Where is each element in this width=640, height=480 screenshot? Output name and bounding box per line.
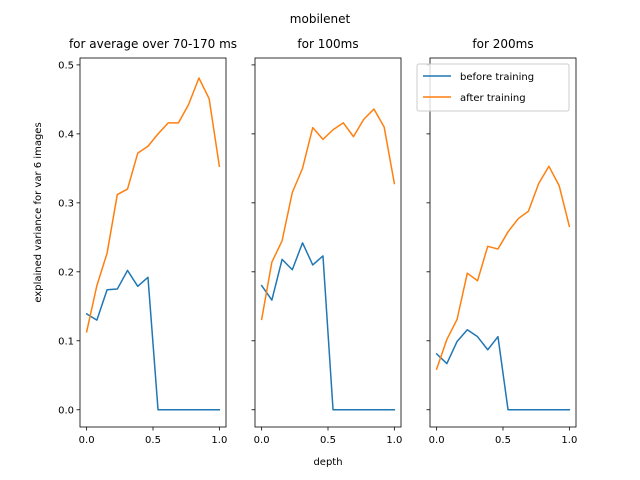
series-line-after-training: [260, 108, 396, 321]
y-tick-label: 0.3: [58, 198, 74, 209]
y-tick-label: 0.4: [58, 129, 74, 140]
legend: before training after training: [416, 63, 570, 112]
series-line-before-training: [85, 269, 221, 411]
legend-box: [416, 63, 570, 112]
subplot-1: for average over 70-170 ms 0.0 0.5 1.0 0.0 0.…: [33, 37, 237, 446]
series-line-before-training: [260, 242, 396, 411]
series-line-after-training: [435, 165, 571, 371]
x-tick-label: 1.0: [561, 435, 577, 446]
x-tick-label: 0.5: [495, 435, 511, 446]
y-tick-label: 0.2: [58, 267, 74, 278]
subplot-title: for 200ms: [472, 37, 533, 51]
x-tick-label: 0.0: [79, 435, 95, 446]
subplot-title: for 100ms: [297, 37, 358, 51]
series-line-before-training: [435, 329, 571, 411]
x-tick-label: 0.5: [145, 435, 161, 446]
subplot-title: for average over 70-170 ms: [69, 37, 237, 51]
x-tick-label: 0.0: [429, 435, 445, 446]
legend-label: before training: [460, 72, 534, 83]
subplot-2: for 100ms 0.0 0.5 1.0 depth: [251, 37, 402, 468]
y-tick-label: 0.1: [58, 336, 74, 347]
subplots: for average over 70-170 ms 0.0 0.5 1.0 0.0 0.…: [33, 37, 577, 468]
subplot-3: for 200ms 0.0 0.5 1.0 before training after t…: [416, 37, 577, 446]
y-axis-label: explained variance for var 6 images: [33, 122, 44, 302]
x-tick-label: 1.0: [211, 435, 227, 446]
x-tick-label: 1.0: [386, 435, 402, 446]
x-axis-label: depth: [313, 457, 342, 468]
legend-label: after training: [460, 93, 526, 104]
x-tick-label: 0.0: [254, 435, 270, 446]
figure-suptitle: mobilenet: [290, 12, 351, 26]
y-tick-label: 0.0: [58, 405, 74, 416]
y-tick-label: 0.5: [58, 60, 74, 71]
x-tick-label: 0.5: [320, 435, 336, 446]
series-line-after-training: [85, 77, 221, 333]
